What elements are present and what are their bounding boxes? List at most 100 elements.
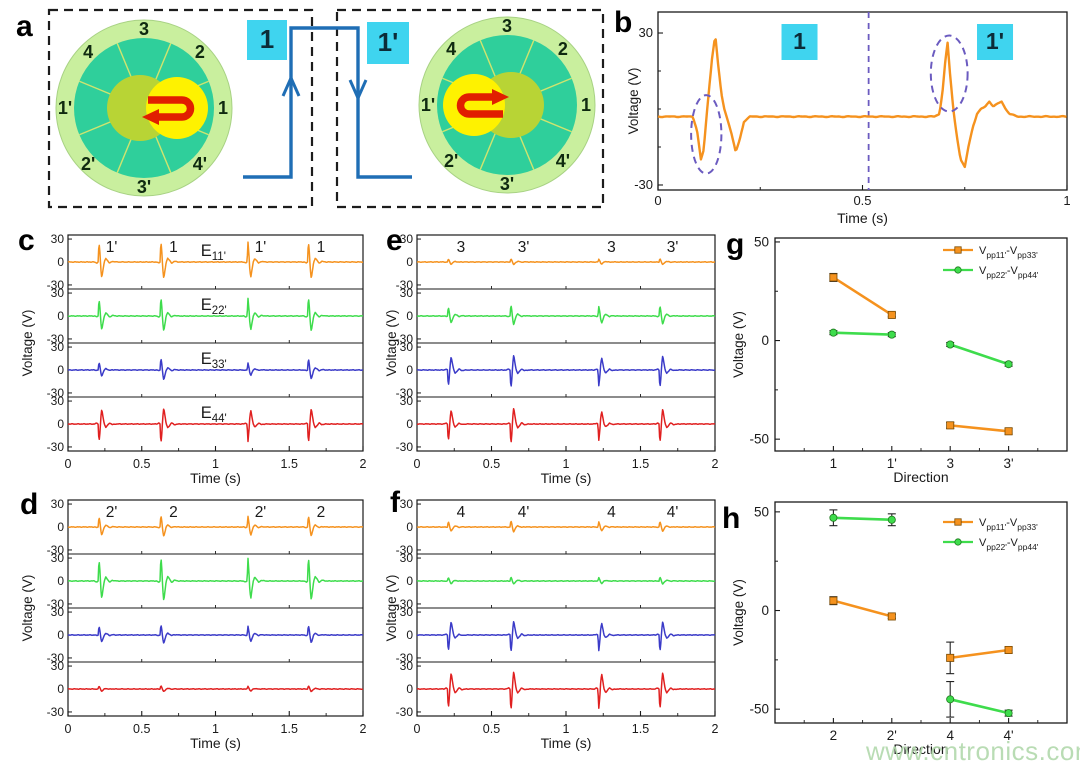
panel-a-device-diagram: 1 1' 3 2 1 4' 3' 2' 1' 4 3 2 1 4' 3' 2' 1' 4 bbox=[47, 8, 605, 209]
svg-text:-30: -30 bbox=[396, 543, 414, 557]
svg-text:0: 0 bbox=[65, 457, 72, 471]
svg-text:4: 4 bbox=[457, 504, 466, 521]
svg-text:30: 30 bbox=[51, 286, 65, 300]
svg-text:Time (s): Time (s) bbox=[541, 735, 592, 751]
svg-text:3: 3 bbox=[139, 19, 149, 39]
svg-text:0: 0 bbox=[406, 520, 413, 534]
svg-text:1: 1 bbox=[212, 722, 219, 736]
svg-text:4: 4 bbox=[446, 39, 456, 59]
svg-text:0: 0 bbox=[57, 574, 64, 588]
svg-text:0: 0 bbox=[57, 363, 64, 377]
svg-text:-30: -30 bbox=[47, 705, 65, 719]
svg-text:0: 0 bbox=[57, 417, 64, 431]
svg-text:-30: -30 bbox=[47, 332, 65, 346]
svg-text:E44': E44' bbox=[201, 404, 227, 425]
svg-text:2': 2' bbox=[81, 154, 95, 174]
svg-text:2: 2 bbox=[712, 722, 719, 736]
watermark: www.cntronics.com bbox=[866, 736, 1080, 766]
svg-text:4': 4' bbox=[556, 151, 570, 171]
svg-text:30: 30 bbox=[51, 394, 65, 408]
svg-text:Voltage (V): Voltage (V) bbox=[384, 310, 399, 377]
svg-text:0: 0 bbox=[406, 417, 413, 431]
panel-h-label: h bbox=[722, 502, 741, 535]
svg-text:-30: -30 bbox=[396, 651, 414, 665]
svg-text:3': 3' bbox=[137, 177, 151, 197]
svg-text:-30: -30 bbox=[396, 597, 414, 611]
panel-b-label: b bbox=[614, 6, 633, 39]
svg-text:-30: -30 bbox=[634, 177, 653, 192]
svg-text:Voltage (V): Voltage (V) bbox=[20, 310, 35, 377]
svg-text:Direction: Direction bbox=[893, 741, 948, 757]
svg-text:50: 50 bbox=[754, 504, 769, 519]
svg-text:Time (s): Time (s) bbox=[541, 470, 592, 486]
svg-text:Direction: Direction bbox=[893, 469, 948, 485]
svg-text:0: 0 bbox=[406, 682, 413, 696]
svg-text:3': 3' bbox=[500, 174, 514, 194]
svg-text:1: 1 bbox=[218, 98, 228, 118]
svg-text:Voltage (V): Voltage (V) bbox=[20, 575, 35, 642]
svg-text:4': 4' bbox=[1004, 728, 1014, 743]
svg-text:Voltage (V): Voltage (V) bbox=[384, 575, 399, 642]
svg-text:30: 30 bbox=[400, 659, 414, 673]
svg-text:50: 50 bbox=[754, 234, 769, 249]
svg-text:0.5: 0.5 bbox=[483, 722, 500, 736]
svg-text:1': 1' bbox=[106, 239, 118, 256]
svg-text:1': 1' bbox=[887, 456, 897, 471]
svg-text:0: 0 bbox=[406, 309, 413, 323]
svg-text:30: 30 bbox=[400, 286, 414, 300]
svg-text:1: 1 bbox=[830, 456, 838, 471]
svg-text:0: 0 bbox=[414, 722, 421, 736]
svg-text:2': 2' bbox=[887, 728, 897, 743]
svg-text:30: 30 bbox=[400, 605, 414, 619]
svg-text:0: 0 bbox=[414, 457, 421, 471]
svg-text:0: 0 bbox=[57, 628, 64, 642]
svg-text:E22': E22' bbox=[201, 296, 227, 317]
svg-text:3: 3 bbox=[457, 239, 466, 256]
svg-text:30: 30 bbox=[51, 232, 65, 246]
svg-text:0.5: 0.5 bbox=[853, 193, 871, 208]
svg-text:1.5: 1.5 bbox=[632, 722, 649, 736]
svg-text:0: 0 bbox=[57, 520, 64, 534]
svg-text:2: 2 bbox=[360, 722, 367, 736]
svg-text:30: 30 bbox=[400, 232, 414, 246]
panel-g-scatter-chart: 50 0 -50 1 1' 3 3' Direction Voltage (V) Vpp11'-V… bbox=[731, 234, 1068, 485]
svg-text:0: 0 bbox=[654, 193, 661, 208]
svg-text:3: 3 bbox=[502, 16, 512, 36]
svg-text:3': 3' bbox=[518, 239, 530, 256]
svg-text:1': 1' bbox=[255, 239, 267, 256]
svg-text:-30: -30 bbox=[396, 278, 414, 292]
svg-text:Time (s): Time (s) bbox=[190, 470, 241, 486]
svg-text:1: 1 bbox=[1063, 193, 1070, 208]
svg-text:2: 2 bbox=[195, 42, 205, 62]
svg-text:0: 0 bbox=[406, 255, 413, 269]
svg-text:1: 1 bbox=[169, 239, 178, 256]
svg-text:3': 3' bbox=[667, 239, 679, 256]
svg-text:2: 2 bbox=[360, 457, 367, 471]
svg-text:2': 2' bbox=[255, 504, 267, 521]
svg-text:4: 4 bbox=[83, 42, 93, 62]
svg-text:4': 4' bbox=[193, 154, 207, 174]
svg-text:3: 3 bbox=[946, 456, 954, 471]
svg-text:30: 30 bbox=[51, 497, 65, 511]
svg-text:Voltage (V): Voltage (V) bbox=[731, 579, 746, 646]
svg-text:0: 0 bbox=[761, 603, 769, 618]
svg-text:Vpp22'-Vpp44': Vpp22'-Vpp44' bbox=[979, 537, 1039, 552]
svg-text:4: 4 bbox=[946, 728, 954, 743]
svg-text:0: 0 bbox=[57, 309, 64, 323]
svg-text:2: 2 bbox=[830, 728, 838, 743]
svg-text:Vpp11'-Vpp33': Vpp11'-Vpp33' bbox=[979, 245, 1038, 260]
svg-text:4: 4 bbox=[607, 504, 616, 521]
svg-text:0: 0 bbox=[65, 722, 72, 736]
panel-g-label: g bbox=[726, 228, 745, 261]
svg-text:4': 4' bbox=[518, 504, 530, 521]
svg-text:2: 2 bbox=[558, 39, 568, 59]
svg-text:0.5: 0.5 bbox=[483, 457, 500, 471]
svg-text:0: 0 bbox=[57, 255, 64, 269]
svg-text:-30: -30 bbox=[47, 278, 65, 292]
svg-text:2: 2 bbox=[712, 457, 719, 471]
svg-text:1: 1 bbox=[317, 239, 326, 256]
